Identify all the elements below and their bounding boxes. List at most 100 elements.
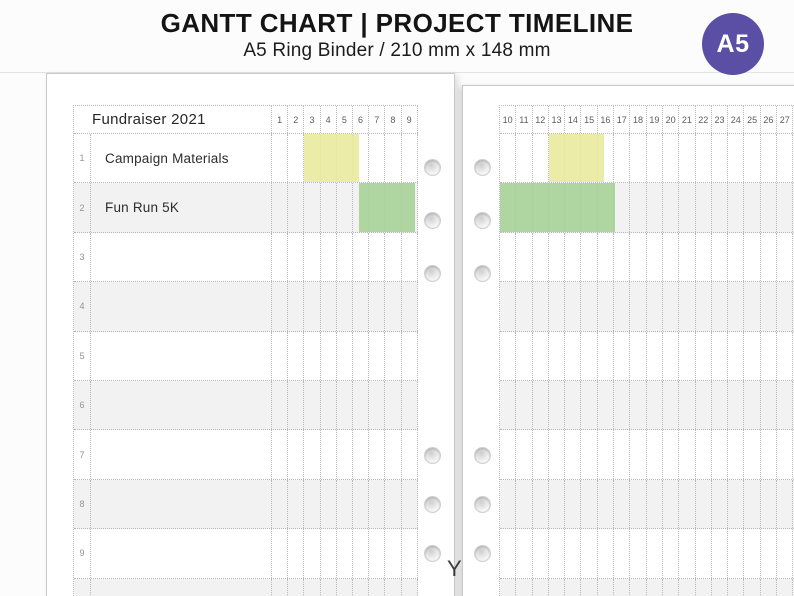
day-cell — [744, 331, 761, 380]
day-number-cell: 24 — [728, 106, 745, 133]
day-cell — [777, 282, 794, 331]
day-cell — [321, 183, 337, 232]
task-name-cell — [91, 430, 272, 479]
task-name-cell: Campaign Materials — [91, 134, 272, 183]
day-cell — [304, 479, 321, 529]
day-cell — [647, 479, 663, 529]
day-cell — [533, 232, 549, 282]
day-cell — [647, 331, 663, 380]
day-cell — [353, 479, 370, 529]
watermark-letter: Y — [447, 556, 462, 581]
day-cell — [696, 282, 712, 331]
gantt-grid-left: Fundraiser 2021 1 2 3 4 5 6 7 8 9 1 Campaign Materi… — [73, 105, 418, 596]
title-block: GANTT CHART | PROJECT TIMELINE A5 Ring B… — [0, 9, 794, 62]
ring-hole — [474, 545, 491, 562]
day-cell — [630, 578, 647, 596]
day-cell — [614, 282, 631, 331]
day-cell — [288, 134, 305, 183]
day-cell — [728, 331, 745, 380]
day-cell — [369, 232, 386, 282]
day-cell — [581, 232, 598, 282]
day-number-cell: 11 — [516, 106, 533, 133]
day-number-cell: 1 — [272, 106, 289, 133]
day-cell — [679, 479, 696, 529]
day-cell — [549, 331, 566, 380]
day-cell — [663, 183, 680, 232]
day-cell — [712, 282, 729, 331]
gantt-row — [500, 578, 794, 596]
day-cell — [598, 331, 615, 380]
day-cell — [549, 282, 566, 331]
day-cell — [696, 380, 712, 430]
gantt-row: 5 — [74, 331, 418, 381]
day-cell — [598, 380, 615, 430]
day-cell — [712, 430, 729, 479]
day-cell — [304, 529, 321, 578]
day-cell — [516, 380, 533, 430]
day-cell — [516, 282, 533, 331]
day-cell — [385, 479, 402, 529]
day-cell — [500, 134, 517, 183]
day-number-cell: 17 — [614, 106, 631, 133]
day-cell — [696, 232, 712, 282]
day-cell — [337, 331, 353, 380]
day-cell — [516, 430, 533, 479]
day-cell — [761, 479, 778, 529]
day-cell — [272, 578, 289, 596]
row-number-cell: 6 — [74, 380, 91, 430]
row-number-cell: 7 — [74, 430, 91, 479]
day-number-cell: 21 — [679, 106, 696, 133]
day-cell — [565, 578, 582, 596]
day-cell — [663, 282, 680, 331]
day-number-cell: 3 — [304, 106, 321, 133]
day-cell — [516, 578, 533, 596]
day-cell — [761, 430, 778, 479]
day-cell — [402, 232, 418, 282]
day-cell — [402, 578, 418, 596]
day-cell — [353, 282, 370, 331]
day-cell — [353, 430, 370, 479]
day-cell — [647, 232, 663, 282]
day-cell — [369, 578, 386, 596]
day-cell — [565, 232, 582, 282]
day-cell — [630, 282, 647, 331]
day-cell — [500, 578, 517, 596]
day-number-cell: 8 — [385, 106, 402, 133]
day-cell — [777, 183, 794, 232]
day-cell — [337, 578, 353, 596]
day-cell — [614, 134, 631, 183]
day-cell — [744, 232, 761, 282]
day-cell — [402, 282, 418, 331]
day-cell — [679, 183, 696, 232]
day-cell — [696, 134, 712, 183]
gantt-row — [500, 430, 794, 480]
day-cell — [777, 430, 794, 479]
day-number-cell: 13 — [549, 106, 566, 133]
day-cell — [712, 331, 729, 380]
day-cell — [728, 529, 745, 578]
day-cell — [614, 232, 631, 282]
day-cell — [663, 331, 680, 380]
day-cell — [581, 479, 598, 529]
gantt-row: 8 — [74, 479, 418, 530]
day-cell — [614, 479, 631, 529]
day-cell — [777, 380, 794, 430]
day-cell — [777, 529, 794, 578]
day-cell — [598, 529, 615, 578]
day-cell — [581, 282, 598, 331]
ring-hole — [424, 265, 441, 282]
day-cell — [321, 529, 337, 578]
day-cell — [272, 479, 289, 529]
day-cell — [516, 529, 533, 578]
day-cell — [272, 430, 289, 479]
day-cell — [744, 430, 761, 479]
task-name-cell — [91, 331, 272, 380]
day-number-cell: 15 — [581, 106, 598, 133]
day-number-cell: 23 — [712, 106, 729, 133]
day-cell — [369, 479, 386, 529]
day-cell — [533, 430, 549, 479]
gantt-bar — [500, 183, 615, 232]
day-cell — [614, 380, 631, 430]
row-number-cell: 8 — [74, 479, 91, 529]
